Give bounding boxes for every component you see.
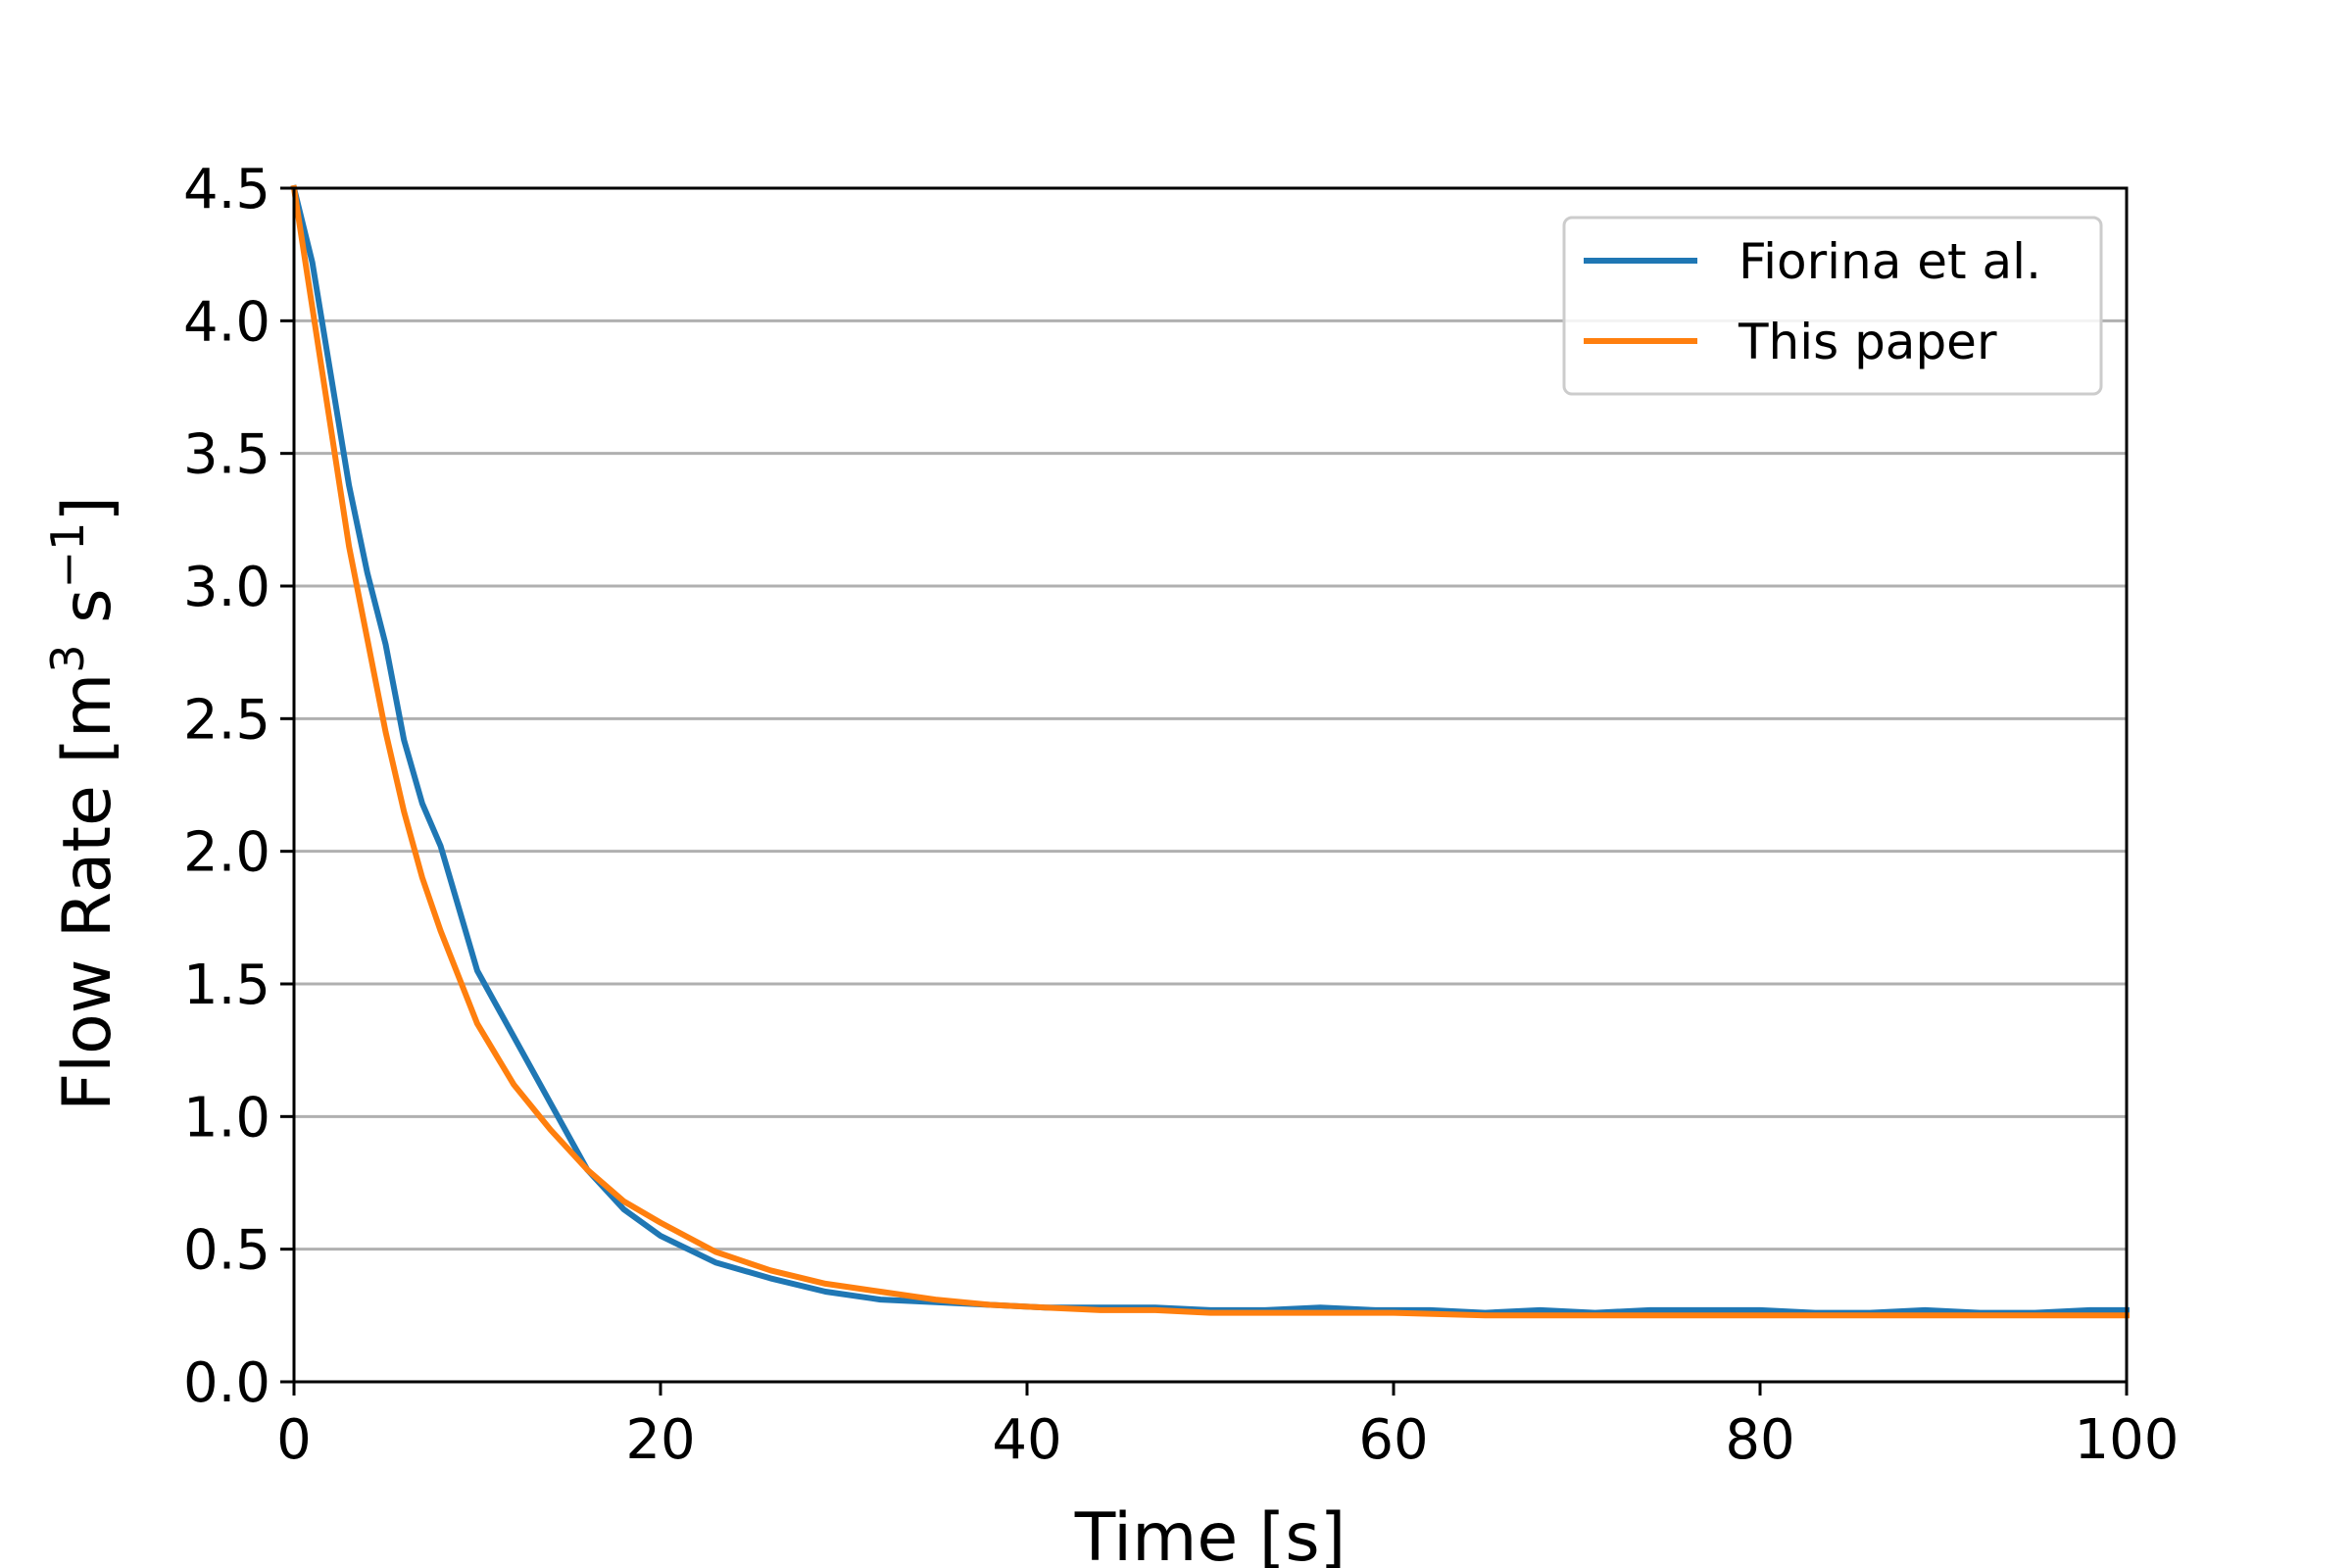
legend-label-fiorina: Fiorina et al.	[1739, 233, 2041, 290]
y-tick-label: 0.5	[183, 1219, 270, 1283]
y-tick-label: 4.5	[183, 158, 270, 221]
y-tick-label: 3.5	[183, 423, 270, 487]
series-group	[290, 184, 2130, 1319]
legend: Fiorina et al. This paper	[1562, 216, 2103, 396]
y-tick-label: 4.0	[183, 290, 270, 354]
x-tick-label: 100	[2075, 1408, 2180, 1472]
y-tick-label: 1.5	[183, 954, 270, 1017]
x-tick-label: 20	[625, 1408, 695, 1472]
plot-frame	[292, 186, 2129, 1384]
y-axis-label: Flow Rate [m3 s−1]	[41, 496, 126, 1111]
y-tick-label: 0.0	[183, 1351, 270, 1415]
x-axis-label: Time [s]	[1074, 1499, 1347, 1568]
x-tick-label: 0	[276, 1408, 312, 1472]
legend-label-this-paper: This paper	[1738, 314, 1997, 370]
legend-box	[1562, 216, 2103, 396]
series-line-this-paper	[290, 184, 2130, 1319]
grid-lines	[294, 318, 2127, 1251]
x-axis-ticks: 0 20 40 60 80 100	[276, 1382, 2179, 1472]
y-tick-label: 3.0	[183, 556, 270, 619]
x-tick-label: 80	[1725, 1408, 1794, 1472]
y-tick-label: 1.0	[183, 1086, 270, 1150]
y-axis-ticks: 0.0 0.5 1.0 1.5 2.0 2.5 3.0 3.5 4.0 4.5	[183, 158, 294, 1415]
x-tick-label: 40	[992, 1408, 1061, 1472]
y-tick-label: 2.0	[183, 821, 270, 885]
y-tick-label: 2.5	[183, 688, 270, 752]
x-tick-label: 60	[1358, 1408, 1428, 1472]
